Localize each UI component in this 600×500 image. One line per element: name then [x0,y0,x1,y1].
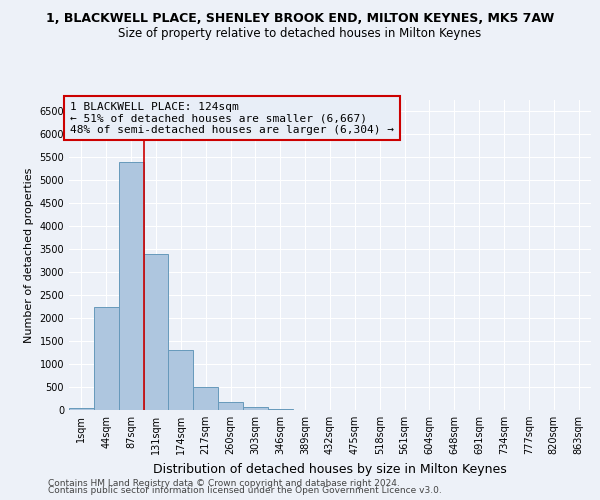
Text: 1, BLACKWELL PLACE, SHENLEY BROOK END, MILTON KEYNES, MK5 7AW: 1, BLACKWELL PLACE, SHENLEY BROOK END, M… [46,12,554,26]
Text: Contains public sector information licensed under the Open Government Licence v3: Contains public sector information licen… [48,486,442,495]
Bar [94,306,119,410]
Bar [169,350,193,410]
Text: Contains HM Land Registry data © Crown copyright and database right 2024.: Contains HM Land Registry data © Crown c… [48,478,400,488]
Bar [119,162,143,410]
Text: Size of property relative to detached houses in Milton Keynes: Size of property relative to detached ho… [118,28,482,40]
Bar [69,408,94,410]
X-axis label: Distribution of detached houses by size in Milton Keynes: Distribution of detached houses by size … [153,462,507,475]
Bar [268,409,293,410]
Y-axis label: Number of detached properties: Number of detached properties [24,168,34,342]
Bar [243,406,268,410]
Text: 1 BLACKWELL PLACE: 124sqm
← 51% of detached houses are smaller (6,667)
48% of se: 1 BLACKWELL PLACE: 124sqm ← 51% of detac… [70,102,394,134]
Bar [218,402,243,410]
Bar [193,388,218,410]
Bar [143,254,169,410]
